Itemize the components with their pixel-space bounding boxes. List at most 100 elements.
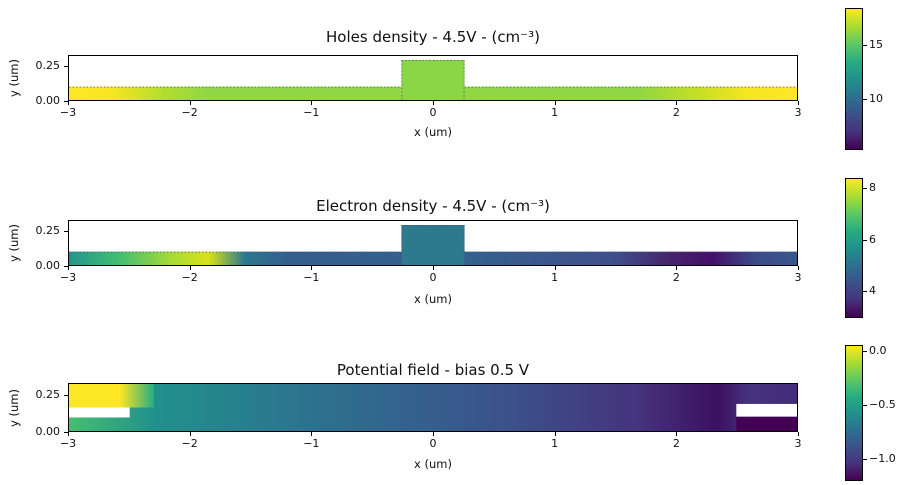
- heatmap-canvas: [69, 384, 797, 431]
- heatmap-canvas: [69, 225, 797, 265]
- x-tick-mark: [311, 266, 313, 270]
- heatmap-plot: [68, 55, 798, 101]
- colorbar-tick-mark: [863, 187, 867, 189]
- colorbar-tick-mark: [863, 405, 867, 407]
- x-tick-mark: [554, 432, 556, 436]
- x-tick-label: −1: [303, 271, 320, 284]
- x-tick-label: −1: [303, 106, 320, 119]
- heatmap-region: [736, 403, 797, 417]
- heatmap-region: [69, 384, 154, 408]
- x-tick-mark: [676, 432, 678, 436]
- colorbar-tick-label: 4: [869, 284, 876, 298]
- y-tick-label: 0.25: [35, 224, 61, 238]
- heatmap-canvas: [69, 60, 797, 100]
- colorbar: 0.0 −0.5 −1.0: [845, 344, 903, 481]
- x-tick-mark: [433, 266, 434, 270]
- heatmap-region: [69, 407, 130, 418]
- y-tick-mark: [64, 394, 68, 396]
- colorbar-tick-label: 15: [869, 37, 883, 51]
- panel-title: Potential field - bias 0.5 V: [336, 361, 530, 379]
- x-axis-label: x (um): [414, 457, 452, 471]
- x-tick-label: −2: [181, 437, 198, 450]
- x-tick-mark: [798, 432, 799, 436]
- x-tick-mark: [676, 101, 678, 105]
- y-tick-label: 0.00: [35, 425, 61, 438]
- y-axis-label: y (um): [7, 224, 21, 262]
- x-tick-label: 1: [551, 437, 559, 450]
- x-tick-mark: [433, 101, 434, 105]
- electron-density-panel: Electron density - 4.5V - (cm⁻³) y (um) …: [0, 166, 903, 332]
- colorbar-tick-mark: [863, 351, 867, 353]
- x-tick-mark: [68, 432, 69, 436]
- y-axis-label: y (um): [7, 389, 21, 427]
- x-tick-label: −1: [303, 437, 320, 450]
- colorbar-gradient: [845, 8, 863, 150]
- y-tick-mark: [64, 432, 68, 433]
- heatmap-region: [401, 60, 465, 100]
- x-tick-label: 1: [551, 271, 559, 284]
- colorbar-tick-label: −0.5: [869, 398, 896, 412]
- heatmap-region: [736, 416, 797, 431]
- colorbar: 15 10: [845, 8, 903, 150]
- x-tick-label: 2: [672, 106, 680, 119]
- potential-field-panel: Potential field - bias 0.5 V y (um) x (u…: [0, 332, 903, 485]
- colorbar-tick-mark: [863, 44, 867, 46]
- colorbar-tick-mark: [863, 291, 867, 293]
- x-tick-label: 2: [672, 271, 680, 284]
- x-tick-mark: [68, 266, 69, 270]
- colorbar-gradient: [845, 178, 863, 318]
- colorbar-tick-label: 6: [869, 232, 876, 246]
- colorbar-tick-label: 10: [869, 92, 883, 106]
- x-tick-label: 3: [794, 271, 802, 284]
- y-tick-label: 0.00: [35, 94, 61, 107]
- x-tick-mark: [554, 266, 556, 270]
- x-axis-label: x (um): [414, 125, 452, 139]
- x-tick-label: −3: [59, 437, 77, 450]
- x-tick-label: 1: [551, 106, 559, 119]
- x-tick-label: 0: [429, 106, 437, 119]
- colorbar-tick-mark: [863, 239, 867, 241]
- x-tick-label: 3: [794, 106, 802, 119]
- x-tick-label: 2: [672, 437, 680, 450]
- x-tick-mark: [676, 266, 678, 270]
- x-tick-mark: [798, 266, 799, 270]
- x-tick-label: −3: [59, 106, 77, 119]
- x-tick-mark: [189, 101, 191, 105]
- x-tick-label: −2: [181, 106, 198, 119]
- y-axis-label: y (um): [7, 59, 21, 97]
- panel-title: Holes density - 4.5V - (cm⁻³): [326, 28, 540, 46]
- panel-title: Electron density - 4.5V - (cm⁻³): [316, 197, 550, 215]
- x-tick-label: −2: [181, 271, 198, 284]
- x-tick-mark: [311, 432, 313, 436]
- y-tick-mark: [64, 66, 68, 68]
- x-tick-label: 0: [429, 271, 437, 284]
- x-tick-mark: [68, 101, 69, 105]
- x-tick-mark: [311, 101, 313, 105]
- colorbar-tick-label: −1.0: [869, 452, 896, 466]
- y-tick-label: 0.00: [35, 259, 61, 272]
- y-tick-mark: [64, 231, 68, 233]
- x-tick-mark: [189, 266, 191, 270]
- y-tick-label: 0.25: [35, 387, 61, 401]
- x-tick-mark: [433, 432, 434, 436]
- x-tick-label: 3: [794, 437, 802, 450]
- colorbar-tick-label: 8: [869, 180, 876, 194]
- x-tick-mark: [189, 432, 191, 436]
- heatmap-region: [69, 384, 797, 431]
- colorbar-tick-mark: [863, 459, 867, 461]
- y-tick-label: 0.25: [35, 59, 61, 73]
- colorbar-tick-mark: [863, 99, 867, 101]
- holes-density-panel: Holes density - 4.5V - (cm⁻³) y (um) x (…: [0, 0, 903, 166]
- colorbar: 8 6 4: [845, 178, 903, 318]
- heatmap-region: [401, 225, 465, 265]
- x-tick-label: 0: [429, 437, 437, 450]
- x-tick-mark: [798, 101, 799, 105]
- heatmap-plot: [68, 383, 798, 432]
- colorbar-tick-label: 0.0: [869, 344, 887, 358]
- y-tick-mark: [64, 266, 68, 267]
- heatmap-plot: [68, 220, 798, 266]
- x-tick-mark: [554, 101, 556, 105]
- colorbar-gradient: [845, 345, 863, 481]
- x-tick-label: −3: [59, 271, 77, 284]
